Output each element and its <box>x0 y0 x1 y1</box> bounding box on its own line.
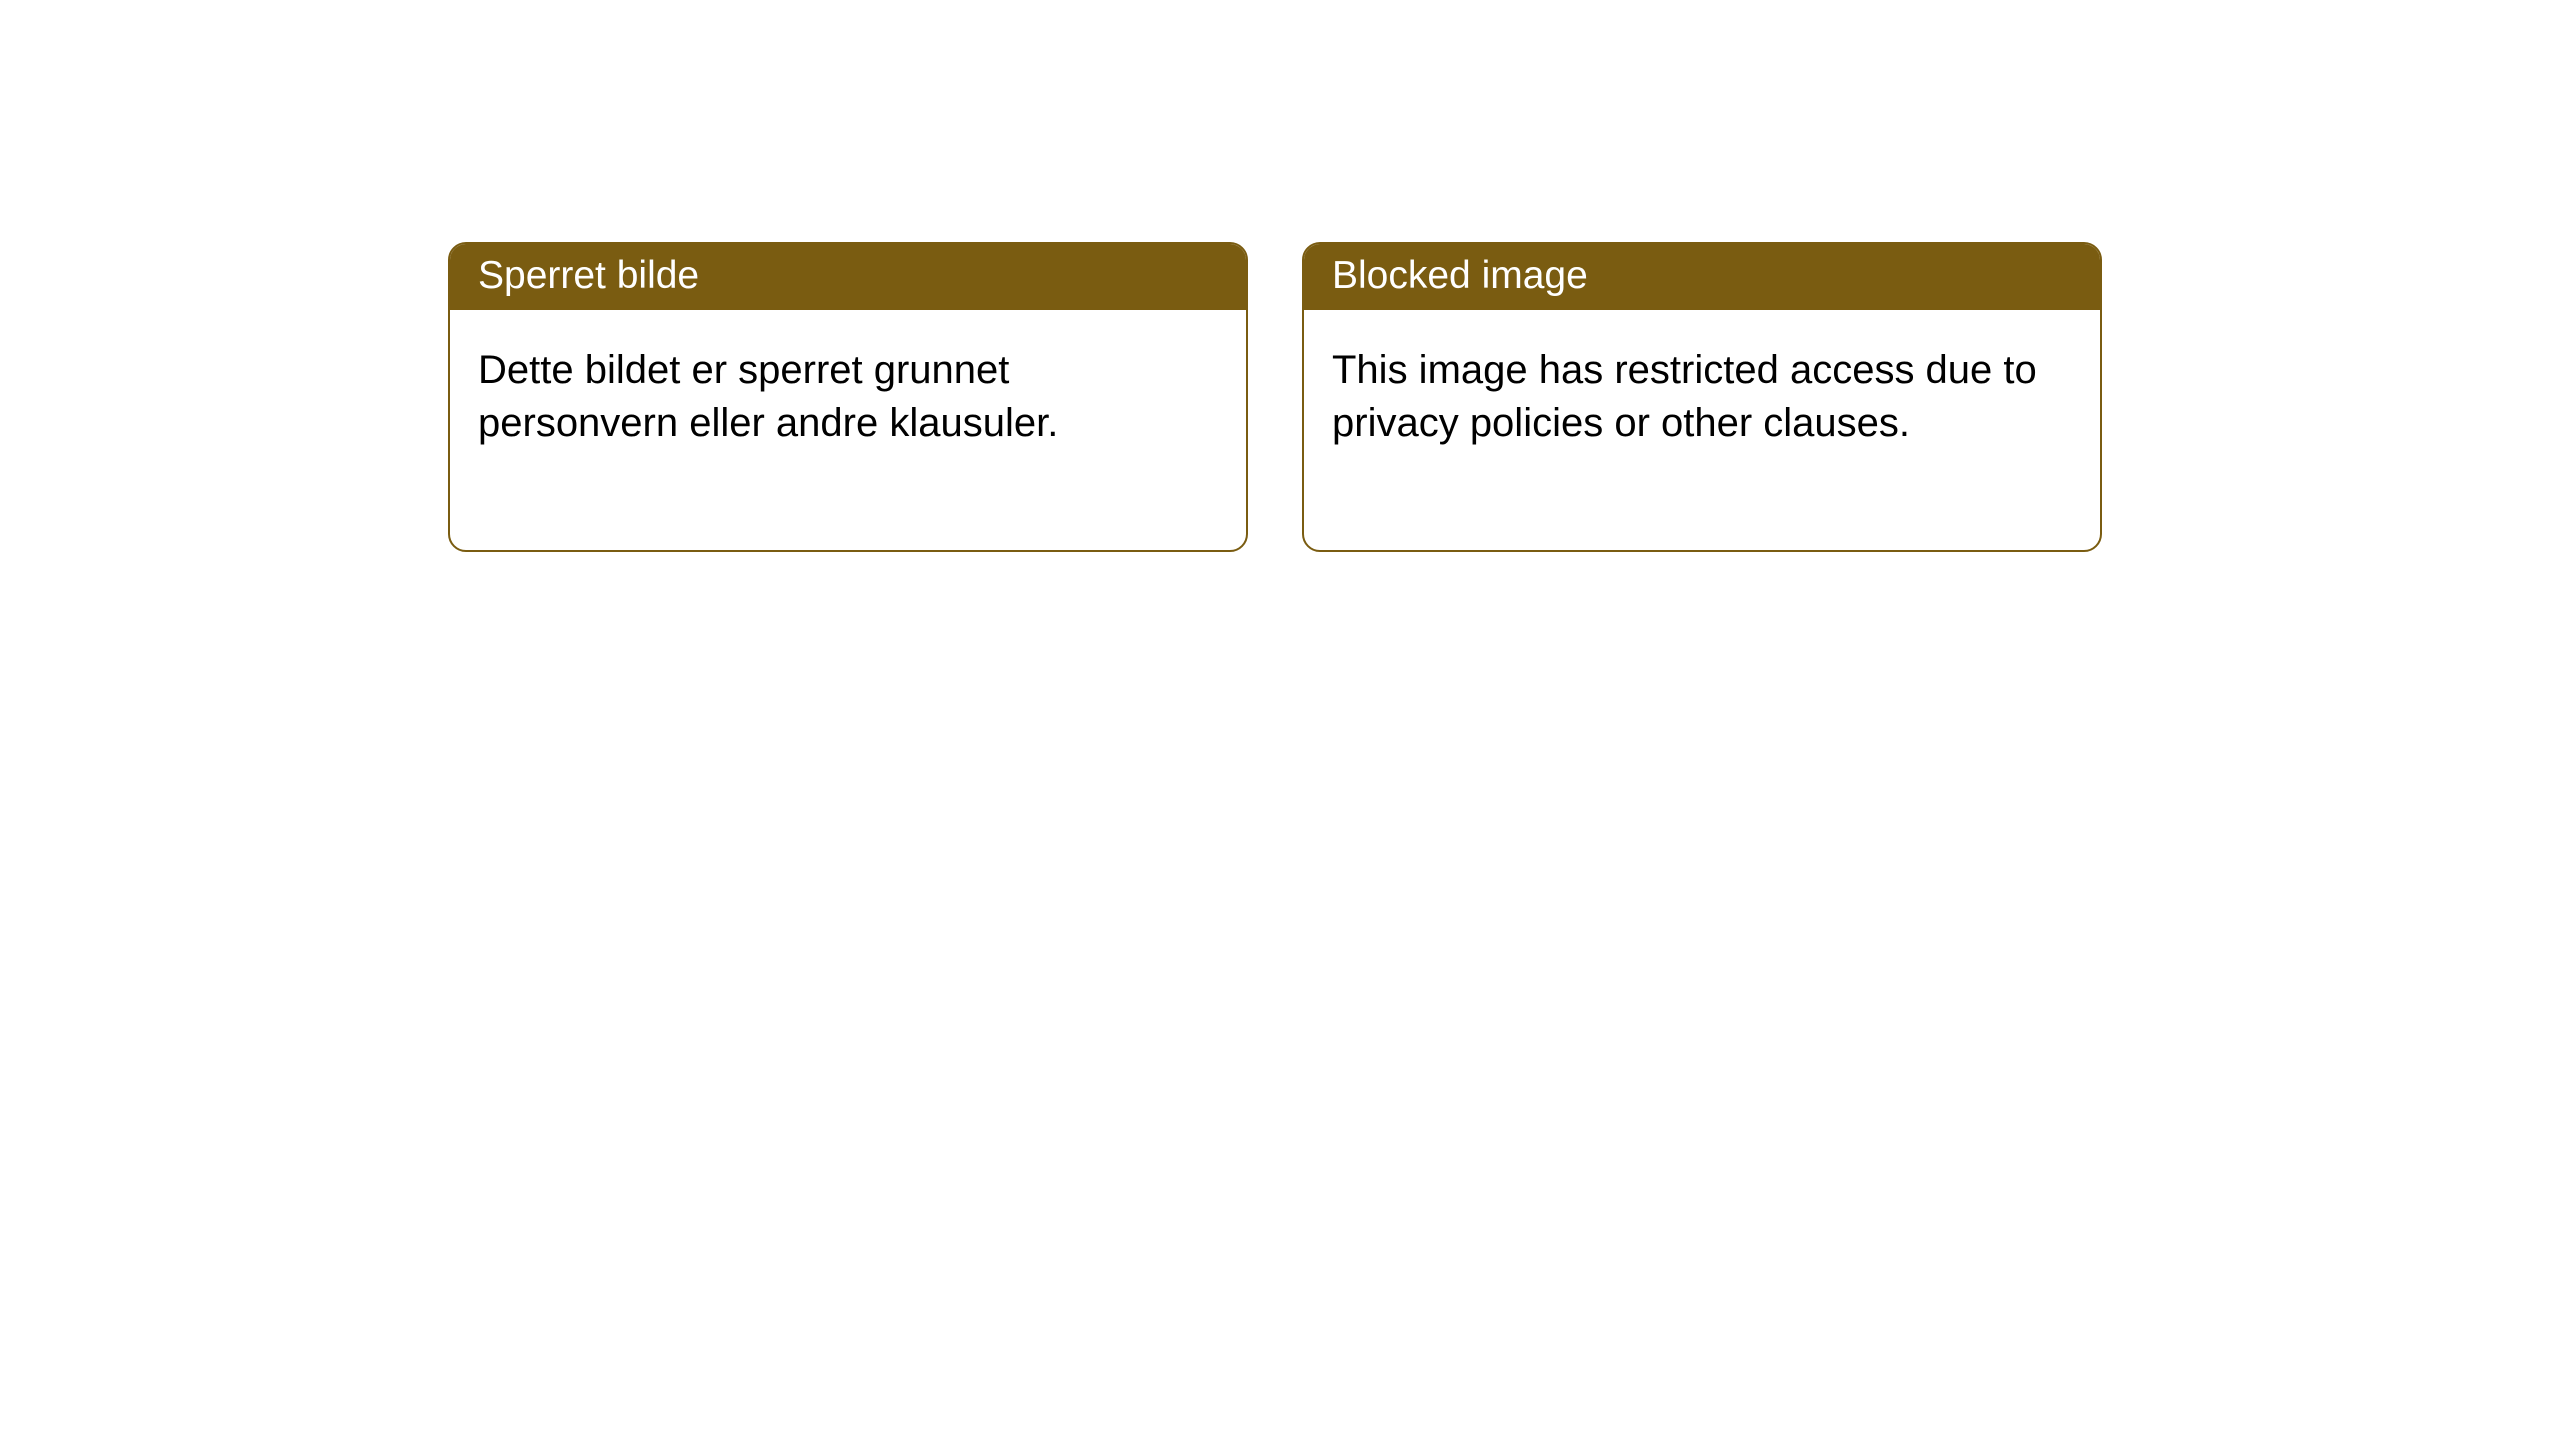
notice-card-english: Blocked image This image has restricted … <box>1302 242 2102 552</box>
notice-card-title: Sperret bilde <box>450 244 1246 310</box>
notice-card-norwegian: Sperret bilde Dette bildet er sperret gr… <box>448 242 1248 552</box>
notice-card-message: Dette bildet er sperret grunnet personve… <box>450 310 1246 550</box>
notice-card-title: Blocked image <box>1304 244 2100 310</box>
notice-cards-row: Sperret bilde Dette bildet er sperret gr… <box>0 0 2560 552</box>
notice-card-message: This image has restricted access due to … <box>1304 310 2100 550</box>
